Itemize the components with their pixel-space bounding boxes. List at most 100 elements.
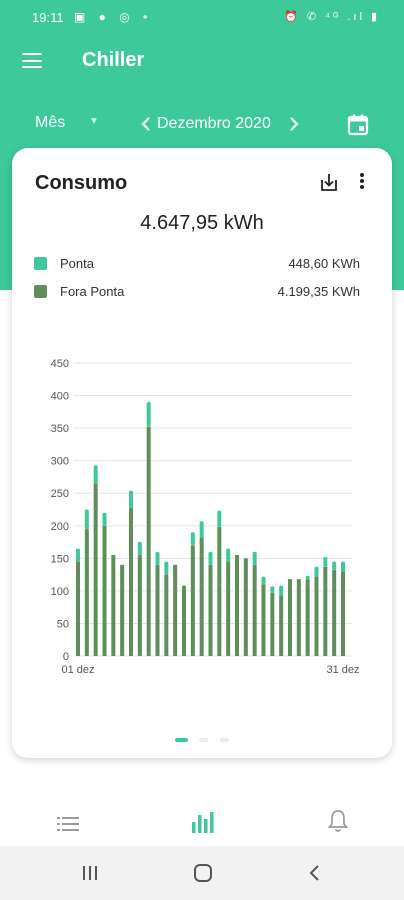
bar-ponta (76, 548, 80, 562)
bar-ponta (226, 548, 231, 562)
consumption-card: Consumo 4.647,95 kWh Ponta 448,60 KWh Fo… (12, 148, 392, 758)
legend-swatch (34, 257, 47, 270)
bar-fora-ponta (111, 555, 116, 656)
y-tick-label: 150 (51, 553, 69, 565)
status-time: 19:11 (32, 10, 64, 25)
y-tick-label: 400 (51, 391, 69, 403)
bar-ponta (279, 585, 284, 596)
bar-ponta (84, 509, 89, 530)
bar-ponta (208, 551, 213, 565)
list-icon[interactable] (57, 815, 79, 833)
bar-fora-ponta (164, 574, 169, 656)
bar-ponta (155, 551, 160, 565)
legend-swatch (34, 285, 47, 298)
x-tick-label: 01 dez (61, 664, 94, 676)
bar-fora-ponta (252, 564, 257, 656)
bar-fora-ponta (182, 585, 186, 656)
y-tick-label: 350 (51, 423, 69, 435)
bar-fora-ponta (102, 525, 107, 656)
bar-fora-ponta (129, 507, 133, 656)
bar-ponta (332, 561, 337, 571)
page-dot[interactable] (199, 738, 208, 742)
bar-fora-ponta (217, 527, 222, 656)
page-dot[interactable] (220, 738, 229, 742)
legend-item-fora-ponta: Fora Ponta 4.199,35 KWh (34, 282, 360, 302)
legend-label: Fora Ponta (60, 284, 125, 299)
notification-icons: ▣ ● ◎ • (74, 10, 153, 24)
bar-fora-ponta (120, 564, 125, 656)
bar-fora-ponta (173, 564, 178, 656)
app-bar: Chiller (0, 36, 404, 88)
bar-fora-ponta (314, 576, 319, 656)
page-dot-active[interactable] (175, 738, 188, 742)
bar-ponta (137, 542, 142, 556)
calendar-icon[interactable] (346, 113, 370, 137)
bar-chart-icon[interactable] (191, 810, 215, 834)
bar-ponta (146, 402, 151, 427)
filter-bar: Mês ▼ Dezembro 2020 (0, 104, 404, 144)
month-label: Dezembro 2020 (157, 115, 271, 132)
bar-ponta (102, 512, 107, 526)
bar-ponta (129, 490, 133, 508)
legend-label: Ponta (60, 256, 94, 271)
bar-ponta (323, 557, 328, 567)
bar-ponta (217, 510, 222, 528)
back-icon[interactable] (308, 863, 322, 883)
y-tick-label: 50 (57, 618, 69, 630)
system-navigation-bar (0, 846, 404, 900)
y-tick-label: 100 (51, 586, 69, 598)
chevron-right-icon[interactable] (284, 109, 304, 139)
home-icon[interactable] (193, 863, 213, 883)
y-tick-label: 250 (51, 488, 69, 500)
bar-fora-ponta (155, 564, 160, 656)
y-tick-label: 0 (63, 651, 69, 663)
bar-fora-ponta (93, 483, 98, 656)
bar-ponta (270, 586, 275, 593)
bar-fora-ponta (190, 545, 195, 656)
y-tick-label: 300 (51, 456, 69, 468)
bottom-navigation (0, 796, 404, 846)
bar-ponta (261, 576, 266, 585)
bar-fora-ponta (137, 555, 142, 656)
bar-fora-ponta (332, 570, 337, 656)
period-dropdown[interactable]: Mês (35, 114, 66, 131)
system-status-icons: ⏰ ✆ ⁴ᴳ .ıl ▮ (284, 11, 380, 23)
bar-fora-ponta (270, 592, 275, 656)
bar-fora-ponta (84, 529, 89, 656)
y-tick-label: 200 (51, 521, 69, 533)
app-title: Chiller (82, 49, 145, 71)
y-tick-label: 450 (51, 358, 69, 370)
bar-ponta (164, 561, 169, 575)
x-tick-label: 31 dez (326, 664, 359, 676)
bell-icon[interactable] (326, 808, 350, 834)
bar-ponta (190, 532, 195, 546)
page-indicator (12, 738, 392, 744)
menu-icon[interactable] (22, 53, 42, 69)
bar-fora-ponta (296, 579, 301, 656)
bar-ponta (252, 551, 257, 565)
status-bar: 19:11 ▣ ● ◎ • ⏰ ✆ ⁴ᴳ .ıl ▮ (0, 0, 404, 36)
bar-fora-ponta (323, 566, 328, 656)
bar-ponta (305, 575, 310, 580)
download-icon[interactable] (318, 171, 340, 193)
bar-fora-ponta (305, 579, 310, 656)
bar-fora-ponta (146, 426, 151, 656)
recent-apps-icon[interactable] (80, 865, 100, 881)
legend-value: 4.199,35 KWh (277, 284, 360, 299)
bar-fora-ponta (199, 537, 204, 656)
chevron-left-icon[interactable] (136, 109, 156, 139)
bar-ponta (314, 566, 319, 577)
card-title: Consumo (35, 172, 128, 194)
bar-ponta (93, 465, 98, 484)
legend-value: 448,60 KWh (288, 256, 360, 271)
caret-down-icon[interactable]: ▼ (89, 116, 99, 127)
bar-fora-ponta (261, 584, 266, 656)
bar-ponta (199, 521, 204, 538)
bar-fora-ponta (288, 579, 292, 656)
bar-fora-ponta (76, 561, 80, 656)
total-consumption: 4.647,95 kWh (140, 212, 264, 234)
bar-fora-ponta (208, 564, 213, 656)
bar-fora-ponta (235, 555, 239, 656)
consumption-bar-chart: 0 50 100 150 200 250 300 350 400 450 01 dez 31 dez (51, 358, 360, 676)
more-vert-icon[interactable] (352, 170, 372, 192)
